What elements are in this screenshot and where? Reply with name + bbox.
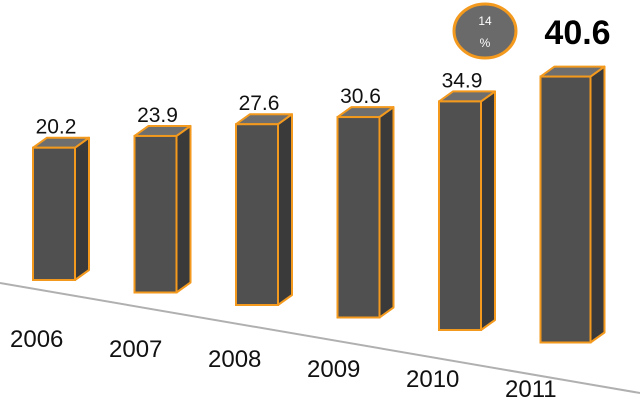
bars-group bbox=[32, 65, 606, 344]
category-label-2009: 2009 bbox=[307, 356, 360, 383]
growth-badge-unit: % bbox=[480, 36, 491, 50]
value-label-2011: 40.6 bbox=[544, 14, 610, 52]
bar-front-2011 bbox=[539, 75, 592, 344]
category-label-2007: 2007 bbox=[109, 336, 162, 363]
bar-front-2008 bbox=[235, 123, 279, 306]
bar-front-2007 bbox=[133, 134, 178, 294]
growth-badge: 14 % bbox=[452, 2, 518, 60]
bar-2007 bbox=[133, 124, 192, 294]
value-label-2008: 27.6 bbox=[239, 92, 280, 115]
x-axis-line bbox=[0, 282, 640, 394]
category-label-2011: 2011 bbox=[505, 376, 557, 403]
bar-side-2007 bbox=[175, 124, 192, 294]
bar-front-2009 bbox=[336, 116, 381, 319]
bar-side-2009 bbox=[378, 106, 395, 319]
value-label-2006: 20.2 bbox=[36, 116, 77, 139]
value-label-2010: 34.9 bbox=[442, 69, 483, 92]
bar-side-2011 bbox=[589, 65, 606, 344]
bar-front-2006 bbox=[32, 146, 76, 281]
bar-2011 bbox=[539, 65, 606, 344]
category-label-2006: 2006 bbox=[10, 326, 63, 353]
value-label-2007: 23.9 bbox=[137, 104, 178, 127]
value-labels-group: 20.2 23.9 27.6 30.6 34.9 40.6 bbox=[36, 14, 611, 139]
category-labels-group: 2006 2007 2008 2009 2010 2011 bbox=[10, 326, 557, 403]
bar-side-2010 bbox=[480, 90, 496, 331]
growth-badge-number: 14 bbox=[478, 14, 492, 28]
growth-badge-circle bbox=[452, 2, 518, 60]
bar-side-2008 bbox=[277, 113, 293, 306]
bar-side-2006 bbox=[74, 136, 90, 281]
bar-front-2010 bbox=[438, 100, 482, 331]
category-label-2010: 2010 bbox=[406, 366, 459, 393]
bar-2009 bbox=[336, 106, 395, 319]
bar-2006 bbox=[32, 136, 90, 281]
bar-2010 bbox=[438, 90, 496, 331]
value-label-2009: 30.6 bbox=[340, 85, 381, 108]
category-label-2008: 2008 bbox=[208, 346, 261, 373]
bar-2008 bbox=[235, 113, 293, 306]
